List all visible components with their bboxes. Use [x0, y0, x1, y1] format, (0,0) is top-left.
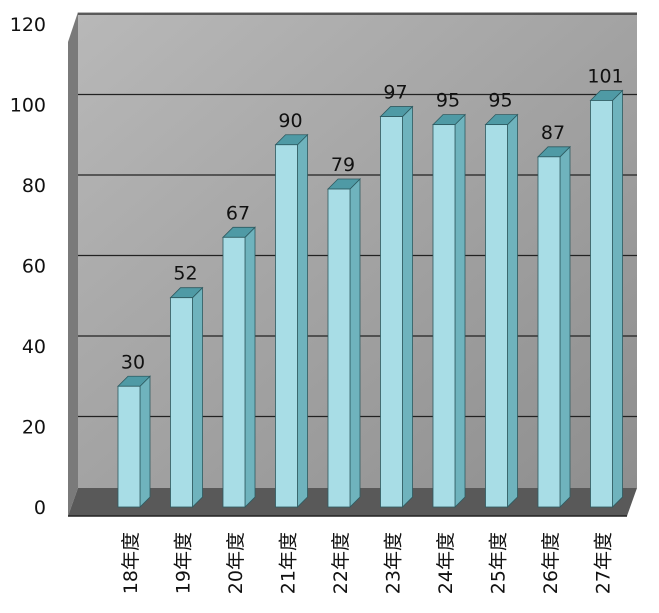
category-label: 26年度 [540, 532, 562, 594]
data-label: 79 [331, 154, 355, 176]
data-label: 90 [278, 110, 302, 132]
bar-side [244, 226, 256, 508]
bar [117, 375, 151, 508]
category-label: 24年度 [435, 532, 457, 594]
bar-side [507, 113, 518, 508]
category-label: 25年度 [488, 532, 510, 594]
bar-side [349, 178, 361, 508]
y-tick-label: 60 [22, 256, 46, 278]
bar-side [139, 375, 151, 508]
bars [117, 89, 624, 508]
data-label: 30 [121, 351, 145, 373]
data-label: 95 [488, 90, 512, 112]
bar-front [590, 100, 613, 508]
bar-front [117, 385, 141, 508]
bar-front [537, 156, 561, 508]
value-labels: 30 52 67 90 79 97 95 95 87 101 [121, 65, 624, 373]
category-label: 21年度 [278, 532, 300, 594]
data-label: 101 [587, 65, 623, 87]
category-label: 19年度 [173, 532, 195, 594]
y-tick-label: 100 [10, 95, 46, 117]
bar [379, 105, 414, 508]
bar-front [327, 188, 351, 508]
bar [484, 113, 519, 508]
category-label: 27年度 [593, 532, 615, 594]
bar [169, 286, 204, 508]
bar-side [192, 286, 203, 508]
bar-side [297, 133, 308, 508]
bar-side [454, 113, 466, 508]
bar [327, 178, 361, 508]
data-label: 97 [383, 82, 407, 104]
bar-front [485, 124, 508, 508]
data-label: 52 [173, 263, 197, 285]
bar-front [275, 144, 298, 508]
data-label: 67 [226, 202, 250, 224]
bar [274, 133, 309, 508]
bar-front [170, 297, 193, 508]
bar-front [380, 116, 403, 508]
chart-side-wall [68, 12, 78, 516]
bar-side [559, 145, 571, 508]
y-tick-label: 40 [22, 336, 46, 358]
y-tick-label: 80 [22, 175, 46, 197]
category-label: 22年度 [330, 532, 352, 594]
bar-front [432, 124, 456, 508]
category-label: 20年度 [225, 532, 247, 594]
y-axis-ticks: 0 20 40 60 80 100 120 [10, 14, 46, 519]
bar-front [222, 236, 246, 508]
bar [222, 226, 256, 508]
bar [432, 113, 466, 508]
data-label: 95 [436, 90, 460, 112]
category-label: 18年度 [120, 532, 142, 594]
bar [589, 89, 624, 508]
bar-side [612, 89, 623, 508]
category-label: 23年度 [383, 532, 405, 594]
y-tick-label: 20 [22, 417, 46, 439]
y-tick-label: 0 [34, 497, 46, 519]
data-label: 87 [541, 122, 565, 144]
bar [537, 145, 571, 508]
bar-side [402, 105, 413, 508]
category-labels: 18年度 19年度 20年度 21年度 22年度 23年度 24年度 25年度 26年度 27年度 [120, 532, 615, 594]
y-tick-label: 120 [10, 14, 46, 36]
